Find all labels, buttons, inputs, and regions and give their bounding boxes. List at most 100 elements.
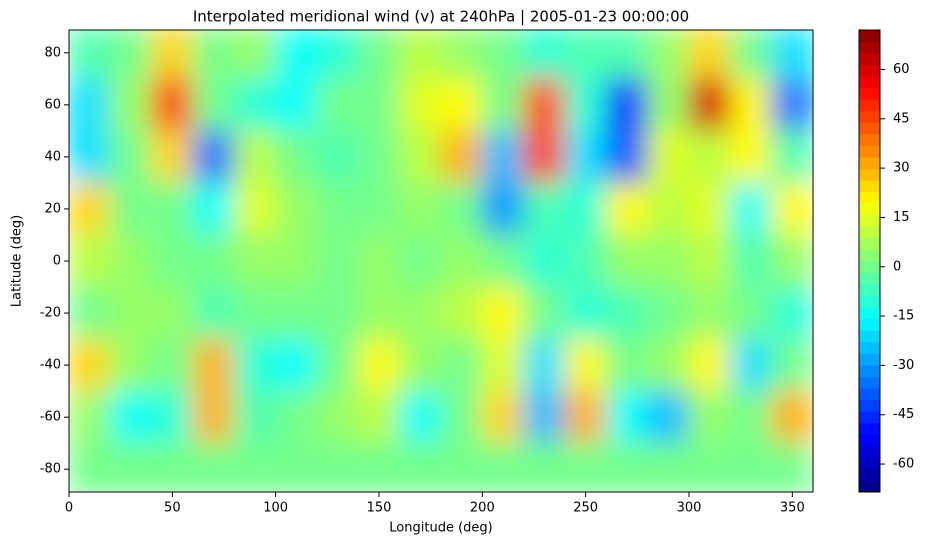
colorbar-level bbox=[859, 468, 880, 481]
colorbar-level bbox=[859, 226, 880, 239]
x-tick-label: 50 bbox=[164, 501, 181, 516]
heat-cell bbox=[316, 78, 359, 132]
heat-cell bbox=[605, 30, 649, 80]
heat-cell bbox=[275, 182, 318, 236]
y-tick-label: 60 bbox=[44, 97, 61, 112]
heat-cell bbox=[605, 286, 649, 340]
heat-cell bbox=[151, 234, 194, 288]
heat-cell bbox=[316, 130, 359, 184]
heat-cell bbox=[523, 182, 566, 236]
y-tick-label: -40 bbox=[40, 358, 61, 373]
heat-cell bbox=[69, 182, 111, 236]
heat-cell bbox=[69, 338, 111, 392]
heat-cell bbox=[440, 130, 483, 184]
colorbar-level bbox=[859, 307, 880, 320]
heat-cell bbox=[192, 442, 235, 492]
heat-cell bbox=[109, 130, 153, 184]
heat-cell bbox=[523, 130, 566, 184]
heat-cell bbox=[564, 182, 607, 236]
colorbar-level bbox=[859, 180, 880, 193]
heat-cell bbox=[729, 286, 773, 340]
heat-cell bbox=[399, 182, 442, 236]
heat-cell bbox=[481, 338, 525, 392]
heat-cell bbox=[316, 442, 359, 492]
heat-cell bbox=[275, 338, 318, 392]
heat-cell bbox=[357, 78, 401, 132]
colorbar-level bbox=[859, 272, 880, 285]
heat-cell bbox=[440, 234, 483, 288]
heat-cell bbox=[564, 30, 607, 80]
colorbar-level bbox=[859, 110, 880, 123]
x-tick-label: 250 bbox=[573, 501, 598, 516]
heat-cell bbox=[109, 286, 153, 340]
heat-cell bbox=[771, 234, 813, 288]
heat-cell bbox=[275, 30, 318, 80]
heat-cell bbox=[688, 442, 731, 492]
heat-cell bbox=[523, 30, 566, 80]
colorbar-level bbox=[859, 53, 880, 66]
colorbar-level bbox=[859, 341, 880, 354]
heat-cell bbox=[688, 234, 731, 288]
heat-cell bbox=[481, 130, 525, 184]
heat-cell bbox=[647, 338, 690, 392]
heat-cell bbox=[109, 442, 153, 492]
heat-cell bbox=[481, 78, 525, 132]
heat-cell bbox=[440, 390, 483, 444]
heat-cell bbox=[481, 390, 525, 444]
heat-cell bbox=[192, 30, 235, 80]
heat-cell bbox=[605, 390, 649, 444]
heat-cell bbox=[771, 286, 813, 340]
heat-cell bbox=[688, 390, 731, 444]
heat-cell bbox=[440, 30, 483, 80]
heat-cell bbox=[523, 442, 566, 492]
heat-cell bbox=[192, 182, 235, 236]
heat-cell bbox=[69, 390, 111, 444]
heat-cell bbox=[605, 78, 649, 132]
colorbar-frame bbox=[858, 29, 881, 493]
heat-cell bbox=[564, 234, 607, 288]
heatmap bbox=[69, 30, 813, 492]
heat-cell bbox=[688, 182, 731, 236]
colorbar-tick-label: -30 bbox=[893, 358, 914, 373]
heat-cell bbox=[605, 130, 649, 184]
heat-cell bbox=[357, 130, 401, 184]
heat-cell bbox=[233, 338, 277, 392]
x-tick-label: 150 bbox=[367, 501, 392, 516]
colorbar-level bbox=[859, 99, 880, 112]
heat-cell bbox=[399, 442, 442, 492]
colorbar-level bbox=[859, 168, 880, 181]
y-tick-label: 80 bbox=[44, 45, 61, 60]
colorbar-level bbox=[859, 64, 880, 77]
heat-cell bbox=[564, 130, 607, 184]
heat-cell bbox=[151, 442, 194, 492]
heat-cell bbox=[69, 78, 111, 132]
heat-cell bbox=[729, 78, 773, 132]
heat-cell bbox=[771, 182, 813, 236]
heat-cell bbox=[440, 182, 483, 236]
heat-cell bbox=[357, 390, 401, 444]
heat-cell bbox=[605, 234, 649, 288]
colorbar-tick-label: -15 bbox=[893, 309, 914, 324]
colorbar-level bbox=[859, 330, 880, 343]
heat-cell bbox=[481, 442, 525, 492]
heat-cell bbox=[729, 182, 773, 236]
heat-cell bbox=[605, 338, 649, 392]
heat-cell bbox=[192, 390, 235, 444]
heat-cell bbox=[233, 442, 277, 492]
heat-cell bbox=[233, 30, 277, 80]
heat-cell bbox=[357, 182, 401, 236]
colorbar-level bbox=[859, 388, 880, 401]
heat-cell bbox=[316, 338, 359, 392]
y-tick-label: -60 bbox=[40, 410, 61, 425]
heat-cell bbox=[481, 234, 525, 288]
heat-cell bbox=[151, 78, 194, 132]
heat-cell bbox=[357, 442, 401, 492]
heat-cell bbox=[523, 390, 566, 444]
heat-cell bbox=[69, 30, 111, 80]
heat-cell bbox=[192, 234, 235, 288]
colorbar-tick-label: 60 bbox=[893, 62, 910, 77]
colorbar-level bbox=[859, 284, 880, 297]
heat-cell bbox=[233, 78, 277, 132]
heat-cell bbox=[69, 234, 111, 288]
chart-title: Interpolated meridional wind (v) at 240h… bbox=[193, 8, 689, 26]
